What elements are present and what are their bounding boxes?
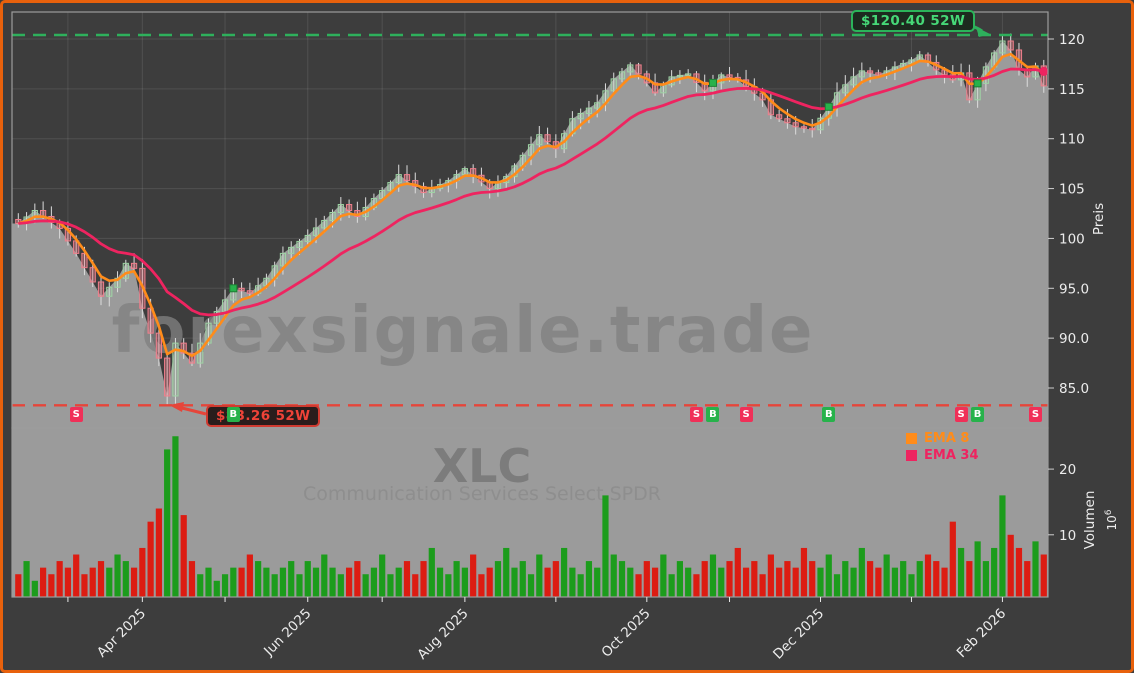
legend-ema8: EMA 8 bbox=[906, 431, 969, 446]
svg-text:115: 115 bbox=[1059, 82, 1085, 98]
sell-signal-badge: S bbox=[739, 407, 753, 422]
symbol-subtitle: Communication Services Select SPDR bbox=[303, 483, 661, 505]
buy-marker bbox=[824, 102, 833, 111]
buy-marker bbox=[229, 284, 238, 293]
sell-signal-badge: S bbox=[69, 407, 83, 422]
svg-text:Oct 2025: Oct 2025 bbox=[598, 606, 653, 661]
svg-text:Aug 2025: Aug 2025 bbox=[414, 606, 471, 663]
svg-text:20: 20 bbox=[1059, 462, 1076, 478]
svg-text:Feb 2026: Feb 2026 bbox=[954, 606, 1010, 662]
svg-text:85.0: 85.0 bbox=[1059, 381, 1089, 397]
sell-signal-badge: S bbox=[689, 407, 703, 422]
svg-text:10: 10 bbox=[1059, 528, 1076, 544]
buy-signal-badge: B bbox=[226, 407, 240, 422]
ema34-swatch-icon bbox=[906, 450, 917, 461]
low-52w-label: $83.26 52W bbox=[206, 405, 321, 427]
svg-text:90.0: 90.0 bbox=[1059, 331, 1089, 347]
volume-axis-title: Volumen bbox=[1082, 491, 1098, 550]
low-arrow-icon bbox=[169, 402, 184, 412]
buy-marker bbox=[973, 79, 982, 88]
svg-text:100: 100 bbox=[1059, 231, 1085, 247]
legend-ema8-label: EMA 8 bbox=[924, 431, 970, 446]
high-52w-label: $120.40 52W bbox=[851, 10, 976, 32]
buy-signal-badge: B bbox=[706, 407, 720, 422]
legend-ema34-label: EMA 34 bbox=[924, 448, 979, 463]
ema34-end-dot bbox=[1039, 66, 1049, 76]
sell-signal-badge: S bbox=[954, 407, 968, 422]
price-axis-title: Preis bbox=[1091, 203, 1107, 235]
buy-signal-badge: B bbox=[971, 407, 985, 422]
svg-text:110: 110 bbox=[1059, 132, 1085, 148]
legend-ema34: EMA 34 bbox=[906, 448, 979, 463]
svg-text:95.0: 95.0 bbox=[1059, 281, 1089, 297]
svg-text:Dec 2025: Dec 2025 bbox=[770, 606, 827, 663]
buy-marker bbox=[708, 78, 717, 87]
svg-text:Apr 2025: Apr 2025 bbox=[94, 606, 149, 661]
svg-text:Jun 2025: Jun 2025 bbox=[260, 606, 314, 660]
ema8-swatch-icon bbox=[906, 433, 917, 444]
volume-axis-scale: 106 bbox=[1104, 509, 1119, 530]
watermark-text: forexsignale.trade bbox=[112, 294, 815, 368]
symbol-watermark: XLC bbox=[433, 439, 532, 493]
svg-text:120: 120 bbox=[1059, 32, 1085, 48]
svg-text:105: 105 bbox=[1059, 182, 1085, 198]
high-arrow-icon bbox=[976, 27, 990, 37]
buy-signal-badge: B bbox=[822, 407, 836, 422]
sell-signal-badge: S bbox=[1029, 407, 1042, 422]
